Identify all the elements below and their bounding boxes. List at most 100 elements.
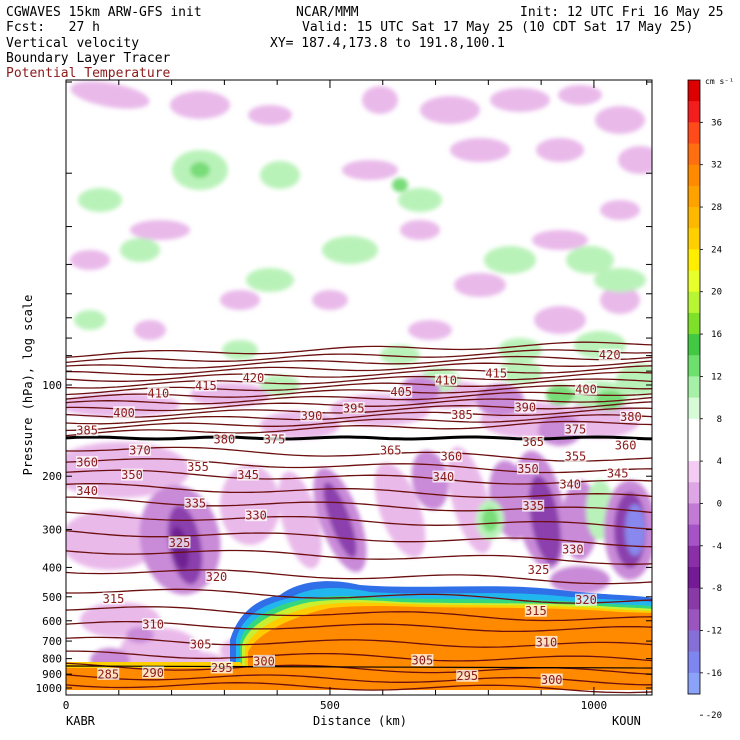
theta-label: 360 xyxy=(615,439,637,453)
colorbar-swatch xyxy=(688,312,700,335)
theta-label: 320 xyxy=(575,593,597,607)
theta-contour xyxy=(66,365,652,382)
w-cell xyxy=(529,475,561,565)
theta-contour xyxy=(66,371,652,389)
theta-contour xyxy=(66,511,652,530)
colorbar-swatch xyxy=(688,355,700,377)
colorbar-tick-label: 16 xyxy=(711,330,722,340)
w-cell xyxy=(454,273,506,297)
theta-label-bg xyxy=(184,496,207,509)
w-cell xyxy=(618,146,652,174)
theta-label: 290 xyxy=(142,666,164,680)
theta-label: 310 xyxy=(536,635,558,649)
theta-label-bg xyxy=(189,637,212,650)
theta-contour xyxy=(66,530,652,548)
xy-endpoints: XY= 187.4,173.8 to 191.8,100.1 xyxy=(270,36,505,51)
theta-label: 385 xyxy=(76,424,98,438)
x-tick-label: 500 xyxy=(320,699,340,712)
theta-contour xyxy=(66,469,652,485)
theta-contour xyxy=(66,483,652,499)
theta-label-bg xyxy=(128,443,151,456)
theta-label-bg xyxy=(252,654,275,667)
colorbar-swatch xyxy=(688,228,700,250)
colorbar-swatch xyxy=(688,122,700,145)
w-cell xyxy=(78,188,122,212)
w-cell xyxy=(246,268,294,292)
y-tick-label: 600 xyxy=(42,615,62,628)
theta-label-bg xyxy=(524,604,547,617)
y-tick-label: 500 xyxy=(42,591,62,604)
w-cell xyxy=(70,81,150,109)
theta-label: 400 xyxy=(113,406,135,420)
y-axis-label: Pressure (hPa), log scale xyxy=(21,295,35,476)
theta-label-bg xyxy=(76,456,99,469)
colorbar-swatch xyxy=(688,376,700,399)
y-tick-label: 900 xyxy=(42,668,62,681)
w-cell xyxy=(362,86,398,114)
theta-label-bg xyxy=(614,439,637,452)
theta-contour xyxy=(66,349,652,364)
w-cell xyxy=(220,290,260,310)
w-cell xyxy=(134,320,166,340)
colorbar-swatch xyxy=(688,439,700,462)
colorbar-swatch xyxy=(688,461,700,483)
theta-label: 335 xyxy=(522,499,544,513)
y-tick-label: 1000 xyxy=(36,682,63,695)
colorbar-tick-label: -8 xyxy=(711,584,722,594)
theta-label: 330 xyxy=(562,542,584,556)
theta-label-bg xyxy=(205,570,228,583)
theta-label-bg xyxy=(263,433,286,446)
colorbar-swatch xyxy=(688,80,700,102)
theta-label: 325 xyxy=(528,563,550,577)
theta-label-bg xyxy=(456,669,479,682)
theta-label-bg xyxy=(113,406,136,419)
w-cell xyxy=(594,268,646,292)
w-cell xyxy=(190,162,210,178)
theta-label: 390 xyxy=(301,409,323,423)
theta-label-bg xyxy=(194,379,217,392)
theta-label: 380 xyxy=(214,433,236,447)
colorbar-tick-label: 12 xyxy=(711,372,722,382)
theta-label: 405 xyxy=(390,385,412,399)
theta-label: 365 xyxy=(522,435,544,449)
valid-time: Valid: 15 UTC Sat 17 May 25 (10 CDT Sat … xyxy=(302,20,694,35)
theta-label: 305 xyxy=(412,654,434,668)
w-cell xyxy=(400,220,440,240)
theta-label-bg xyxy=(535,635,558,648)
colorbar-swatch xyxy=(688,334,700,356)
theta-label-bg xyxy=(564,450,587,463)
colorbar-tick-label: 32 xyxy=(711,161,722,171)
field-potential-temperature: Potential Temperature xyxy=(6,66,171,81)
theta-contour xyxy=(66,682,652,694)
w-cell xyxy=(66,510,160,570)
w-cell xyxy=(482,508,498,532)
theta-label: 350 xyxy=(121,468,143,482)
theta-label: 395 xyxy=(343,401,365,415)
tracer-shade xyxy=(66,690,652,695)
theta-label-bg xyxy=(76,484,99,497)
w-cell xyxy=(170,91,230,119)
theta-contour xyxy=(66,446,652,462)
theta-label: 300 xyxy=(541,673,563,687)
theta-label: 315 xyxy=(525,604,547,618)
theta-label-bg xyxy=(540,673,563,686)
x-axis: 0 500 1000 xyxy=(63,80,648,712)
theta-label-bg xyxy=(575,593,598,606)
w-cell xyxy=(546,385,574,405)
colorbar-tick-label: -4 xyxy=(711,542,722,552)
w-cell xyxy=(342,160,398,180)
theta-label-bg xyxy=(142,618,165,631)
theta-label: 340 xyxy=(433,470,455,484)
theta-label-bg xyxy=(342,401,365,414)
theta-label: 310 xyxy=(142,618,164,632)
field-boundary-layer-tracer: Boundary Layer Tracer xyxy=(6,51,171,66)
theta-label: 420 xyxy=(243,371,265,385)
colorbar-swatch xyxy=(688,143,700,166)
theta-label: 295 xyxy=(211,661,233,675)
theta-label-bg xyxy=(76,424,99,437)
theta-contour xyxy=(66,355,652,369)
theta-label: 360 xyxy=(76,456,98,470)
theta-label-bg xyxy=(245,509,268,522)
colorbar-tick-label: 28 xyxy=(711,203,722,213)
